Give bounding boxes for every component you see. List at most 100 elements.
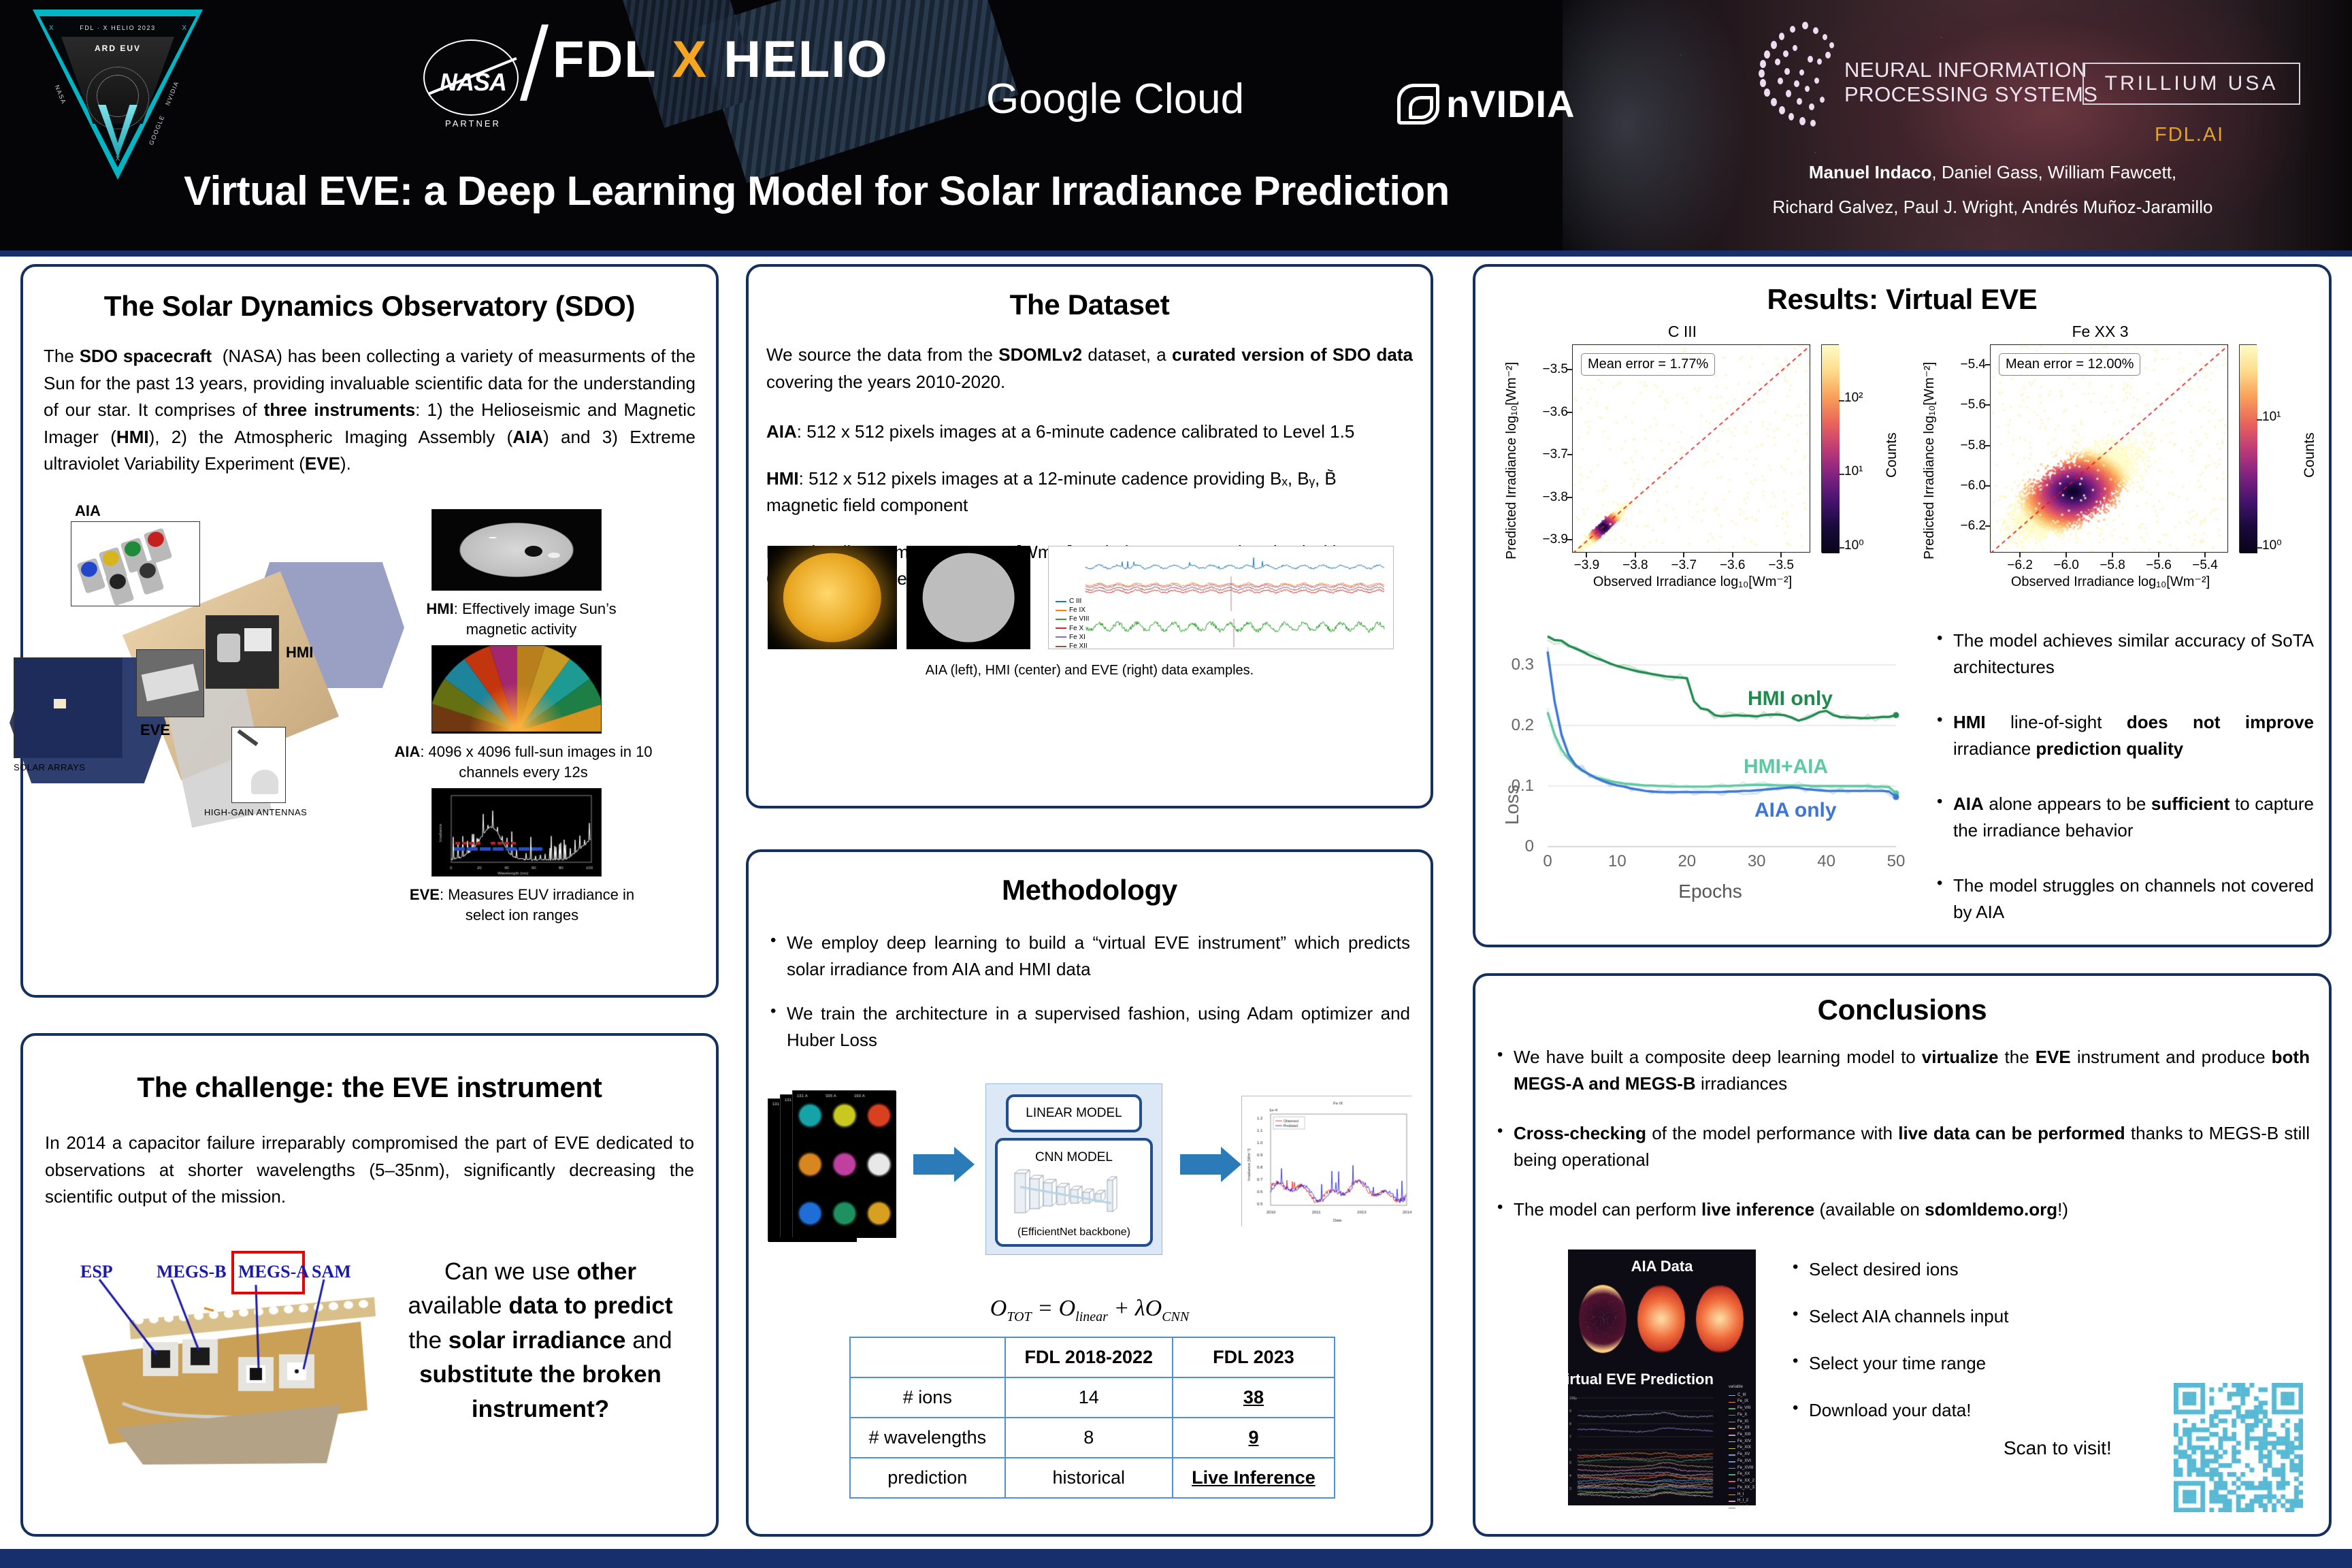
label-solar-arrays: SOLAR ARRAYS: [14, 762, 85, 772]
label-hmi: HMI: [286, 644, 313, 662]
demo-legend-swatch: [1729, 1435, 1735, 1436]
loss-y-tick: 0.1: [1499, 777, 1534, 796]
patch-side-label-nasa: NASA: [54, 84, 67, 105]
patch-corner-x-right: X: [182, 24, 186, 32]
header-bottom-rule: [0, 250, 2352, 257]
aia-telescope-4: [144, 527, 173, 564]
eve-legend-label: Fe XII: [1069, 642, 1088, 649]
demo-legend-item: Fe_XX_2: [1729, 1478, 1754, 1485]
author-list: Manuel Indaco, Daniel Gass, William Fawc…: [1633, 155, 2352, 224]
conclusions-panel-title: Conclusions: [1475, 994, 2329, 1026]
demo-legend-swatch: [1729, 1448, 1735, 1450]
x-tick-mark: [1586, 553, 1587, 557]
y-tick: −3.5: [1533, 362, 1568, 377]
table-header-fdl-2018-2022: FDL 2018-2022: [1005, 1337, 1173, 1377]
x-tick-mark: [1732, 553, 1733, 557]
architecture-diagram: LINEAR MODEL CNN MODEL (EfficientNet bac…: [761, 1077, 1421, 1281]
cell-new-wavelengths-value: 9: [1248, 1427, 1258, 1448]
methodology-formula: OTOT = Olinear + λOCNN: [749, 1296, 1431, 1325]
loss-legend-hmi-aia: HMI+AIA: [1744, 755, 1828, 779]
x-tick-mark: [2204, 553, 2206, 557]
photo-label-esp: ESP: [80, 1262, 113, 1282]
demo-legend-item: H_I_3: [1729, 1505, 1754, 1512]
neurips-wordmark: NEURAL INFORMATION PROCESSING SYSTEMS: [1844, 58, 2097, 107]
y-tick: −3.9: [1533, 532, 1568, 547]
x-tick-mark: [2065, 553, 2067, 557]
results-bullet-1: HMI line-of-sight does not improve irrad…: [1933, 709, 2314, 762]
panel-sdo: The Solar Dynamics Observatory (SDO) The…: [20, 264, 719, 998]
loss-y-tick: 0: [1499, 837, 1534, 856]
x-tick: −6.2: [2001, 558, 2039, 573]
demo-legend-swatch: [1729, 1494, 1735, 1496]
challenge-paragraph: In 2014 a capacitor failure irreparably …: [45, 1130, 694, 1211]
qr-code[interactable]: [2174, 1383, 2303, 1512]
demo-legend-item: Fe_XIII: [1729, 1432, 1754, 1439]
chart-scatter-fexx3: Fe XX 3 Predicted Irradiance log₁₀[Wm⁻²]…: [1903, 323, 2318, 595]
demo-legend-swatch: [1729, 1415, 1735, 1416]
chart2-axes: Mean error = 12.00%: [1990, 344, 2228, 553]
q-seg-1: other: [577, 1258, 637, 1285]
y-tick: −3.8: [1533, 490, 1568, 505]
x-tick-mark: [1780, 553, 1782, 557]
y-tick: −3.7: [1533, 447, 1568, 462]
helio-text: HELIO: [708, 31, 888, 88]
eve-legend-label: Fe IX: [1069, 606, 1085, 615]
x-tick: −3.8: [1616, 558, 1654, 573]
demo-prediction-series: [1568, 1390, 1756, 1504]
x-tick-mark: [1683, 553, 1684, 557]
panel-methodology: Methodology We employ deep learning to b…: [746, 849, 1433, 1537]
colorbar-tick-mark: [1839, 400, 1844, 402]
dataset-figure-caption: AIA (left), HMI (center) and EVE (right)…: [749, 663, 1431, 679]
step-1: Select AIA channels input: [1788, 1303, 2142, 1330]
x-tick: −3.7: [1665, 558, 1703, 573]
figure-aia-sun: [768, 546, 897, 649]
linear-model-box: LINEAR MODEL: [1006, 1094, 1142, 1132]
chart-scatter-c3: C III Predicted Irradiance log₁₀[Wm⁻²] M…: [1485, 323, 1900, 595]
arrow-model-to-output: [1180, 1154, 1221, 1175]
chart2-colorbar-label: Counts: [2302, 432, 2318, 478]
eve-legend-item: Fe X: [1056, 624, 1089, 633]
loss-x-tick: 40: [1809, 852, 1844, 871]
demo-legend-item: Fe_XX_3: [1729, 1485, 1754, 1492]
patch-side-label-nvidia: NVIDIA: [164, 80, 180, 107]
table-row-prediction: prediction historical Live Inference: [850, 1458, 1335, 1498]
photo-label-sam: SAM: [312, 1262, 351, 1282]
demo-legend-swatch: [1729, 1402, 1735, 1403]
results-bullet-3: The model struggles on channels not cove…: [1933, 872, 2314, 926]
demo-legend-item: Fe_X: [1729, 1412, 1754, 1419]
panel-challenge: The challenge: the EVE instrument In 201…: [20, 1033, 719, 1537]
demo-legend-swatch: [1729, 1501, 1735, 1502]
y-tick: −5.4: [1950, 357, 1986, 372]
scan-to-visit-label: Scan to visit!: [2004, 1437, 2112, 1459]
caption-eve-rest: : Measures EUV irradiance in select ion …: [440, 886, 634, 924]
demo-prediction-title: Virtual EVE Prediction: [1541, 1371, 1729, 1388]
results-bullets: The model achieves similar accuracy of S…: [1933, 627, 2314, 943]
cell-new-prediction-value: Live Inference: [1192, 1467, 1316, 1488]
results-panel-title: Results: Virtual EVE: [1475, 283, 2329, 316]
demo-legend-swatch: [1729, 1461, 1735, 1463]
aia-telescope-6: [135, 559, 165, 595]
colorbar-tick: 10⁰: [2262, 538, 2282, 553]
results-bullet-2: AIA alone appears to be sufficient to ca…: [1933, 791, 2314, 844]
table-row-ions: # ions 14 38: [850, 1377, 1335, 1418]
panel-dataset: The Dataset We source the data from the …: [746, 264, 1433, 808]
x-tick: −3.9: [1567, 558, 1605, 573]
caption-aia: AIA: 4096 x 4096 full-sun images in 10 c…: [391, 742, 656, 782]
poster-header: FDL · X HELIO 2023 ARD EUV X X X NASA NV…: [0, 0, 2352, 250]
loss-axes: [1541, 627, 1901, 859]
loss-x-tick: 50: [1878, 852, 1914, 871]
demo-legend-item: Fe_XII: [1729, 1425, 1754, 1432]
table-header-fdl-2023: FDL 2023: [1173, 1337, 1335, 1377]
callout-box-high-gain-antennas: [231, 727, 286, 803]
chart1-ylabel: Predicted Irradiance log₁₀[Wm⁻²]: [1503, 362, 1520, 559]
loss-x-tick: 10: [1599, 852, 1635, 871]
sdo-panel-title: The Solar Dynamics Observatory (SDO): [23, 290, 716, 323]
patch-bottom-x: X: [116, 155, 120, 163]
google-cloud-logo: Google Cloud: [986, 75, 1244, 123]
demo-legend-item: H_I_2: [1729, 1498, 1754, 1505]
cell-new-wavelengths: 9: [1173, 1418, 1335, 1458]
eve-timeseries-legend: C III Fe IX Fe VIII Fe X Fe XI Fe XII: [1056, 597, 1089, 649]
fdl-ai-logo: FDL.AI: [2155, 124, 2224, 146]
colorbar-tick: 10¹: [2262, 410, 2281, 425]
chart2-ylabel: Predicted Irradiance log₁₀[Wm⁻²]: [1921, 362, 1938, 559]
